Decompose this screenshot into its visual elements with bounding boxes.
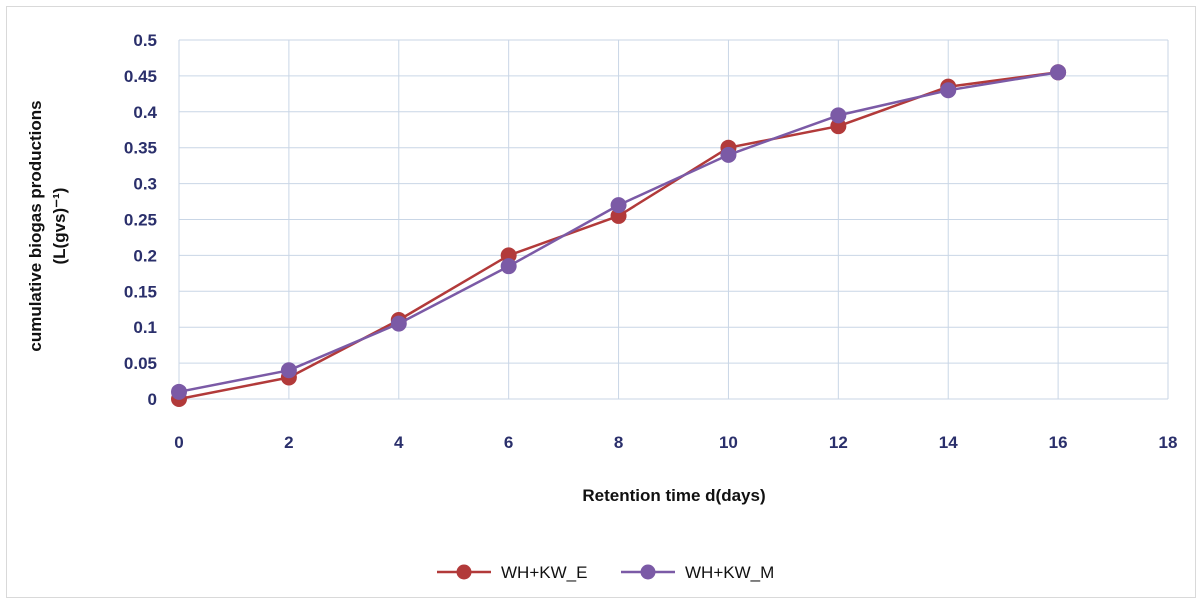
- x-axis-title: Retention time d(days): [582, 486, 765, 505]
- x-tick-label: 14: [939, 433, 958, 452]
- data-point: [171, 383, 187, 400]
- x-tick-label: 18: [1159, 433, 1178, 452]
- x-tick-label: 4: [394, 433, 404, 452]
- y-tick-label: 0.35: [124, 139, 157, 158]
- y-tick-label: 0.05: [124, 354, 157, 373]
- grid: [178, 39, 1169, 400]
- y-axis-title-line1: cumulative biogas productions: [26, 100, 45, 351]
- legend-marker: [640, 564, 656, 580]
- data-point: [280, 362, 297, 379]
- y-tick-label: 0: [148, 390, 157, 409]
- y-tick-label: 0.4: [133, 103, 157, 122]
- data-point: [940, 82, 957, 99]
- y-tick-label: 0.1: [133, 318, 157, 337]
- x-tick-label: 0: [174, 433, 183, 452]
- y-tick-label: 0.5: [133, 31, 157, 50]
- data-point: [1050, 64, 1067, 81]
- y-tick-label: 0.3: [133, 175, 157, 194]
- y-tick-label: 0.2: [133, 246, 157, 265]
- legend-label: WH+KW_M: [685, 563, 774, 582]
- data-point: [390, 315, 407, 332]
- y-tick-labels: 0 0.05 0.1 0.15 0.2 0.25 0.3 0.35 0.4 0.45 0.5: [124, 31, 158, 409]
- data-point: [720, 146, 737, 163]
- legend-label: WH+KW_E: [501, 563, 587, 582]
- x-tick-label: 16: [1049, 433, 1068, 452]
- y-axis-title-group: cumulative biogas productions (L(gvs)⁻¹): [26, 100, 69, 351]
- data-point: [610, 197, 627, 214]
- x-tick-label: 6: [504, 433, 513, 452]
- x-tick-label: 10: [719, 433, 738, 452]
- legend-item-1: WH+KW_E: [437, 563, 587, 582]
- data-point: [830, 107, 847, 124]
- y-axis-title-line2: (L(gvs)⁻¹): [50, 188, 69, 265]
- legend-item-2: WH+KW_M: [621, 563, 774, 582]
- x-tick-label: 2: [284, 433, 293, 452]
- legend: WH+KW_E WH+KW_M: [437, 563, 774, 582]
- series-group: [171, 64, 1067, 407]
- chart-frame: [6, 6, 1196, 598]
- x-tick-label: 8: [614, 433, 623, 452]
- data-point: [500, 258, 517, 275]
- x-tick-labels: 0 2 4 6 8 10 12 14 16 18: [174, 433, 1177, 452]
- y-tick-label: 0.45: [124, 67, 157, 86]
- series-2: [171, 64, 1067, 400]
- y-tick-label: 0.25: [124, 211, 157, 230]
- x-tick-label: 12: [829, 433, 848, 452]
- y-tick-label: 0.15: [124, 282, 157, 301]
- legend-marker: [456, 564, 472, 580]
